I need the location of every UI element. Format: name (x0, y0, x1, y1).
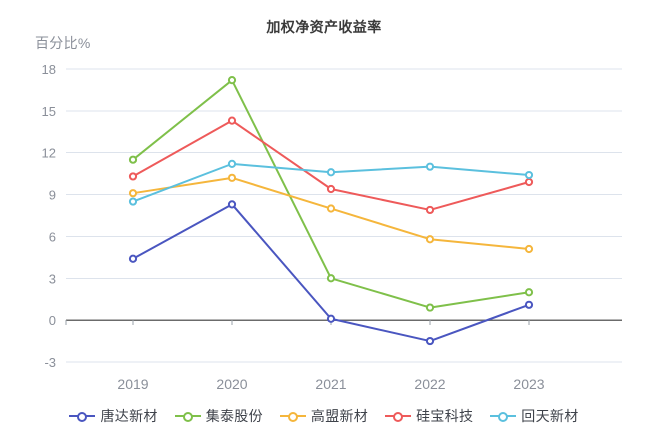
legend-item-2[interactable]: 集泰股份 (174, 406, 263, 426)
data-point-marker (524, 288, 534, 297)
series-line (132, 119, 530, 211)
data-point-marker (425, 336, 435, 346)
legend-item-label: 回天新材 (521, 408, 579, 424)
data-point-marker (128, 172, 138, 181)
legend-marker-icon (279, 410, 306, 422)
y-axis-tick-label: 3 (49, 271, 56, 286)
gridlines (65, 68, 622, 363)
y-axis-tick-label: 12 (42, 146, 56, 161)
legend-item-5[interactable]: 回天新材 (490, 406, 578, 426)
legend-marker-icon (385, 410, 412, 422)
x-axis-tick-label: 2022 (414, 376, 445, 392)
y-axis-tick-label: 6 (49, 229, 56, 244)
data-point-marker (227, 116, 237, 125)
data-point-marker (326, 204, 336, 213)
y-axis-tick-label: -3 (44, 355, 56, 370)
data-point-marker (524, 170, 534, 180)
data-point-marker (326, 314, 336, 323)
legend-item-3[interactable]: 高盟新材 (279, 406, 369, 426)
data-point-marker (425, 205, 435, 215)
legend-marker-icon (174, 410, 201, 422)
data-point-marker (425, 303, 435, 312)
series-2 (128, 76, 534, 312)
data-point-marker (227, 159, 237, 168)
data-point-marker (524, 300, 534, 309)
data-point-marker (128, 254, 138, 263)
legend-item-4[interactable]: 硅宝科技 (385, 406, 473, 426)
legend-item-label: 高盟新材 (310, 408, 369, 424)
legend-item-1[interactable]: 唐达新材 (69, 406, 157, 426)
y-axis-tick-label: 18 (42, 62, 56, 77)
x-axis-tick-label: 2019 (117, 376, 148, 392)
data-point-marker (425, 162, 435, 171)
legend-item-label: 硅宝科技 (416, 408, 474, 424)
series-line (132, 79, 530, 309)
data-point-marker (227, 76, 237, 85)
y-axis-ticks: 18 15 12 9 6 3 0 -3 (42, 62, 56, 370)
legend-item-label: 唐达新材 (100, 408, 158, 424)
chart-legend: 唐达新材 集泰股份 高盟新材 硅宝科技 回天新材 (0, 406, 648, 426)
data-point-marker (128, 155, 138, 164)
legend-item-label: 集泰股份 (205, 408, 263, 424)
x-axis-tick-label: 2021 (315, 376, 346, 392)
series-5 (128, 159, 534, 206)
series-1 (128, 200, 534, 346)
series-4 (128, 116, 534, 215)
series-3 (128, 173, 534, 254)
y-axis-tick-label: 0 (49, 313, 56, 328)
legend-marker-icon (490, 410, 517, 422)
data-point-marker (128, 189, 138, 198)
data-point-marker (326, 184, 336, 194)
data-point-marker (227, 173, 237, 182)
x-axis-tick-label: 2023 (513, 376, 544, 392)
x-axis-tick-label: 2020 (216, 376, 247, 392)
data-point-marker (524, 244, 534, 254)
data-point-marker (128, 197, 138, 206)
y-axis-tick-label: 15 (42, 104, 56, 119)
y-axis-tick-label: 9 (49, 188, 56, 203)
data-point-marker (326, 168, 336, 177)
data-point-marker (425, 235, 435, 244)
data-point-marker (524, 177, 534, 187)
data-point-marker (326, 274, 336, 283)
y-axis-label: 百分比% (35, 35, 91, 51)
legend-marker-icon (69, 410, 96, 422)
data-series (128, 76, 534, 346)
chart-title: 加权净资产收益率 (266, 19, 382, 35)
data-point-marker (227, 200, 237, 209)
x-axis-ticks: 2019 2020 2021 2022 2023 (117, 320, 545, 392)
